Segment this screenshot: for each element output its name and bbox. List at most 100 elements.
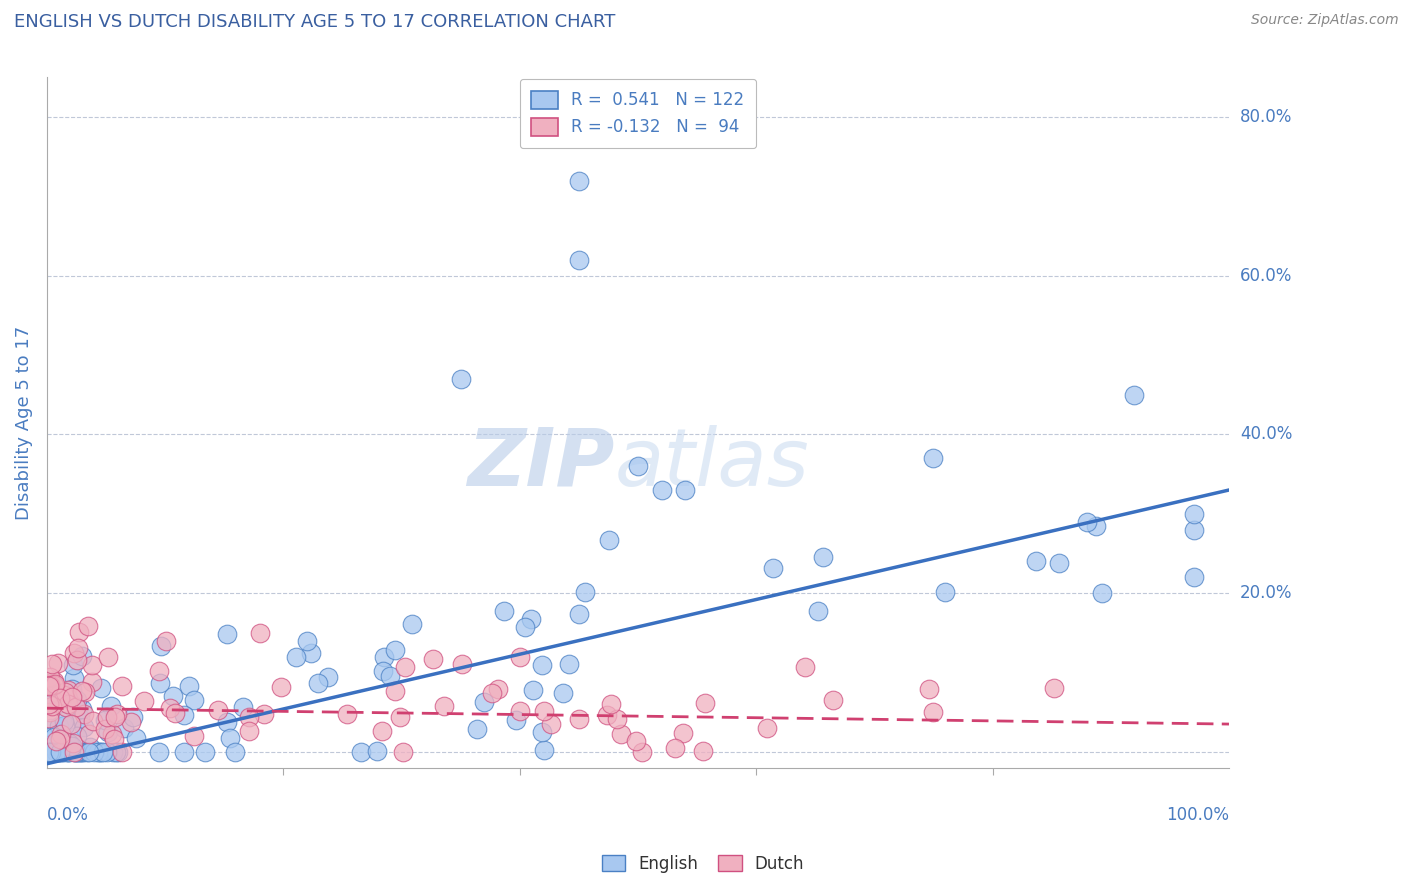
Point <box>465 723 488 737</box>
Point <box>568 173 591 187</box>
Point <box>53 684 76 698</box>
Point <box>530 725 553 739</box>
Point <box>45 745 67 759</box>
Point <box>60 682 83 697</box>
Point <box>65 745 87 759</box>
Point <box>366 743 388 757</box>
Point <box>165 706 187 720</box>
Legend: R =  0.541   N = 122, R = -0.132   N =  94: R = 0.541 N = 122, R = -0.132 N = 94 <box>520 78 756 148</box>
Point <box>69 745 91 759</box>
Point <box>299 646 322 660</box>
Point <box>651 483 673 497</box>
Point <box>77 727 100 741</box>
Point <box>70 649 93 664</box>
Point <box>82 714 104 728</box>
Point <box>48 719 70 733</box>
Point <box>66 693 89 707</box>
Point <box>183 729 205 743</box>
Point <box>49 727 72 741</box>
Point <box>388 710 411 724</box>
Point <box>693 696 716 710</box>
Text: 20.0%: 20.0% <box>1240 584 1292 602</box>
Point <box>692 744 714 758</box>
Y-axis label: Disability Age 5 to 17: Disability Age 5 to 17 <box>15 326 32 520</box>
Point <box>105 706 128 721</box>
Point <box>606 712 628 726</box>
Point <box>38 679 60 693</box>
Point <box>522 682 544 697</box>
Point <box>46 657 69 671</box>
Point <box>58 745 80 759</box>
Point <box>922 451 945 466</box>
Text: 100.0%: 100.0% <box>1166 805 1229 823</box>
Point <box>44 677 66 691</box>
Point <box>391 745 413 759</box>
Point <box>38 698 60 712</box>
Point <box>97 650 120 665</box>
Point <box>59 716 82 731</box>
Point <box>1182 570 1205 584</box>
Point <box>73 685 96 699</box>
Point <box>96 745 118 759</box>
Point <box>794 659 817 673</box>
Point <box>80 675 103 690</box>
Point <box>295 634 318 648</box>
Point <box>284 650 307 665</box>
Point <box>509 649 531 664</box>
Point <box>533 704 555 718</box>
Point <box>52 745 75 759</box>
Point <box>821 693 844 707</box>
Point <box>134 694 156 708</box>
Point <box>756 722 779 736</box>
Point <box>38 745 60 759</box>
Point <box>384 683 406 698</box>
Point <box>672 725 695 739</box>
Point <box>373 650 395 665</box>
Point <box>76 745 98 759</box>
Point <box>148 745 170 759</box>
Point <box>91 745 114 759</box>
Point <box>1076 515 1098 529</box>
Point <box>558 657 581 671</box>
Point <box>934 585 956 599</box>
Point <box>1043 681 1066 695</box>
Point <box>38 738 60 752</box>
Text: ENGLISH VS DUTCH DISABILITY AGE 5 TO 17 CORRELATION CHART: ENGLISH VS DUTCH DISABILITY AGE 5 TO 17 … <box>14 13 616 31</box>
Point <box>66 653 89 667</box>
Point <box>58 739 80 754</box>
Point <box>530 657 553 672</box>
Point <box>100 698 122 713</box>
Point <box>94 714 117 728</box>
Point <box>627 459 650 474</box>
Point <box>67 624 90 639</box>
Point <box>450 372 472 386</box>
Point <box>149 676 172 690</box>
Point <box>38 711 60 725</box>
Point <box>807 604 830 618</box>
Point <box>62 646 84 660</box>
Point <box>66 640 89 655</box>
Point <box>1182 507 1205 521</box>
Point <box>66 729 89 743</box>
Point <box>630 745 652 759</box>
Point <box>922 705 945 719</box>
Point <box>207 703 229 717</box>
Point <box>58 745 80 759</box>
Point <box>1182 523 1205 537</box>
Point <box>598 533 620 548</box>
Point <box>1047 556 1070 570</box>
Point <box>173 745 195 759</box>
Point <box>67 745 90 759</box>
Text: atlas: atlas <box>614 425 808 503</box>
Point <box>568 607 591 622</box>
Point <box>194 745 217 759</box>
Point <box>509 705 531 719</box>
Point <box>505 714 527 728</box>
Point <box>41 657 63 671</box>
Text: ZIP: ZIP <box>467 425 614 503</box>
Text: 0.0%: 0.0% <box>46 805 89 823</box>
Point <box>63 672 86 686</box>
Point <box>811 549 834 564</box>
Point <box>90 681 112 695</box>
Point <box>238 710 260 724</box>
